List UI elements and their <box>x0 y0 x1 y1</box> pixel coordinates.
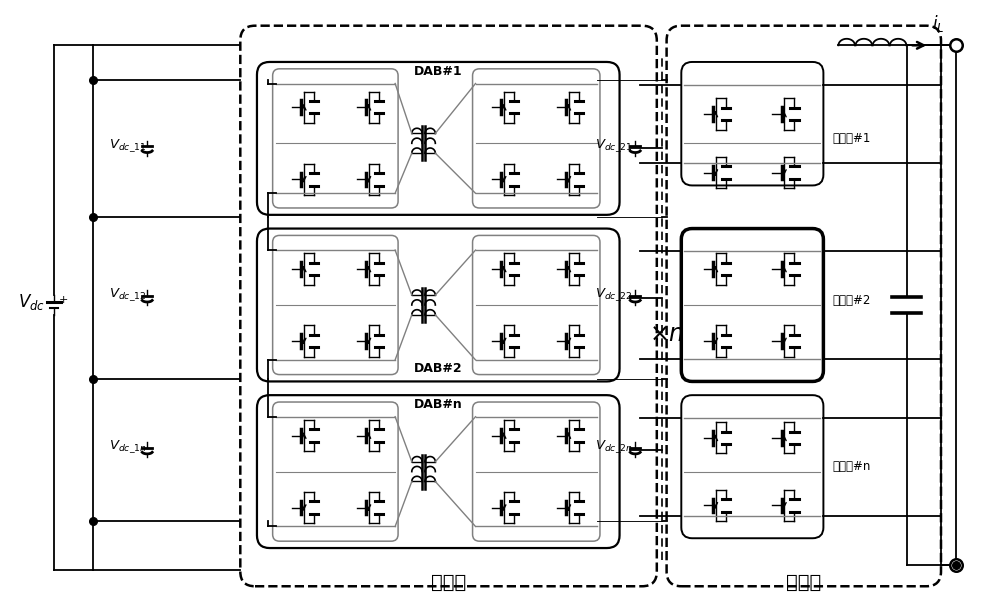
Text: $V_{dc\_12}$: $V_{dc\_12}$ <box>109 286 146 303</box>
Text: $\times n$: $\times n$ <box>649 323 684 346</box>
Text: $V_{dc}$: $V_{dc}$ <box>18 292 45 312</box>
Text: 逆变级: 逆变级 <box>786 573 821 592</box>
Text: $i_L$: $i_L$ <box>932 13 945 34</box>
Text: 隔离级: 隔离级 <box>431 573 467 592</box>
Text: DAB#2: DAB#2 <box>414 362 463 375</box>
Text: DAB#1: DAB#1 <box>414 65 463 78</box>
Text: $V_{dc\_22}$: $V_{dc\_22}$ <box>595 286 632 303</box>
Text: $V_{dc\_21}$: $V_{dc\_21}$ <box>595 137 632 154</box>
Text: +: + <box>59 295 69 305</box>
Text: 逆变桥#1: 逆变桥#1 <box>832 132 871 145</box>
Text: $V_{dc\_2n}$: $V_{dc\_2n}$ <box>595 438 633 455</box>
Text: $V_{dc\_11}$: $V_{dc\_11}$ <box>109 137 146 154</box>
Text: 逆变桥#n: 逆变桥#n <box>832 460 871 473</box>
Text: DAB#n: DAB#n <box>414 398 463 412</box>
Text: 逆变桥#2: 逆变桥#2 <box>832 293 871 307</box>
Text: $V_{dc\_1n}$: $V_{dc\_1n}$ <box>109 438 147 455</box>
